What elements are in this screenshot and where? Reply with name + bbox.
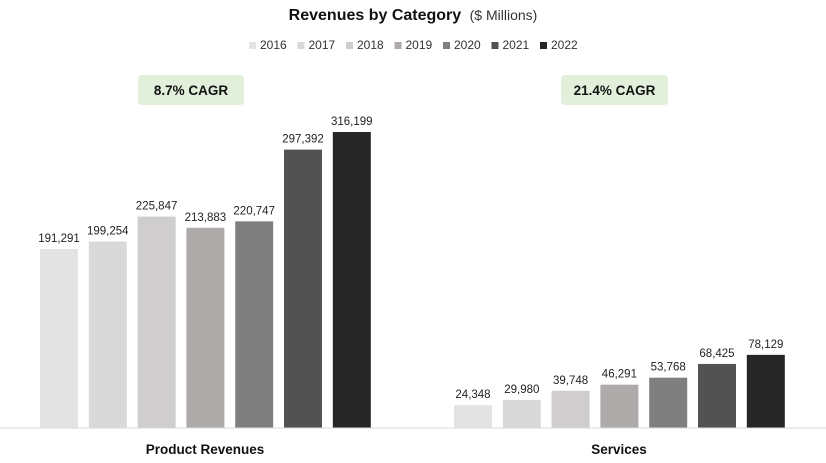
category-labels: Product Revenues Services <box>146 442 647 457</box>
data-label-2016-0: 191,291 <box>38 233 80 245</box>
data-label-2017-1: 29,980 <box>504 384 539 396</box>
legend-label-2016: 2016 <box>260 38 287 52</box>
data-label-2016-1: 24,348 <box>455 389 490 401</box>
data-label-2020-1: 53,768 <box>651 362 686 374</box>
bar-2019-0 <box>186 227 225 428</box>
data-label-2021-0: 297,392 <box>282 134 324 146</box>
legend-swatch-2020 <box>443 42 450 49</box>
bar-2021-0 <box>284 149 322 428</box>
bar-2020-1 <box>649 377 688 428</box>
legend-label-2022: 2022 <box>551 38 578 52</box>
cagr-label-1: 21.4% CAGR <box>574 83 656 98</box>
bar-2018-0 <box>137 216 176 428</box>
legend-swatch-2019 <box>394 42 402 49</box>
cagr-badge-0 <box>138 75 244 105</box>
legend-swatch-2021 <box>491 42 499 49</box>
data-label-2021-1: 68,425 <box>699 348 734 360</box>
legend-label-2021: 2021 <box>503 38 530 52</box>
cagr-label-0: 8.7% CAGR <box>154 83 229 98</box>
data-label-2019-1: 46,291 <box>602 369 637 381</box>
data-label-2017-0: 199,254 <box>87 225 129 237</box>
legend-label-2020: 2020 <box>454 38 481 52</box>
data-label-2018-0: 225,847 <box>136 201 178 213</box>
legend-swatch-2017 <box>297 42 305 49</box>
legend-label-2018: 2018 <box>357 38 384 52</box>
chart-title-main: Revenues by Category <box>289 7 462 24</box>
data-label-2022-0: 316,199 <box>331 116 373 128</box>
bar-2016-0 <box>40 248 78 428</box>
bar-2016-1 <box>454 405 492 428</box>
legend-swatch-2022 <box>540 42 547 49</box>
data-label-2022-1: 78,129 <box>748 339 783 351</box>
chart-title: Revenues by Category ($ Millions) <box>289 7 538 24</box>
bar-2017-1 <box>502 399 541 428</box>
data-label-2020-0: 220,747 <box>233 205 275 217</box>
bar-2022-1 <box>746 354 785 428</box>
legend-swatch-2016 <box>249 42 256 49</box>
data-label-2018-1: 39,748 <box>553 375 588 387</box>
bar-2022-0 <box>332 132 371 428</box>
chart-legend: 2016 2017 2018 2019 2020 2021 2022 <box>249 38 578 52</box>
bar-2017-0 <box>88 241 127 428</box>
cagr-annotations: 8.7% CAGR 21.4% CAGR <box>138 75 668 105</box>
legend-swatch-2018 <box>346 42 353 49</box>
category-label-0: Product Revenues <box>146 442 265 457</box>
legend-label-2017: 2017 <box>309 38 336 52</box>
data-label-2019-0: 213,883 <box>185 212 227 224</box>
legend-label-2019: 2019 <box>406 38 433 52</box>
bar-2020-0 <box>235 221 274 428</box>
bar-2019-1 <box>600 384 639 428</box>
bar-2021-1 <box>698 363 736 428</box>
cagr-badge-1 <box>561 75 668 105</box>
category-label-1: Services <box>591 442 647 457</box>
bar-2018-1 <box>551 390 590 428</box>
chart-title-sub: ($ Millions) <box>470 7 538 23</box>
bars-layer: 191,291 199,254 225,847 213,883 220,747 297,3… <box>38 116 785 428</box>
